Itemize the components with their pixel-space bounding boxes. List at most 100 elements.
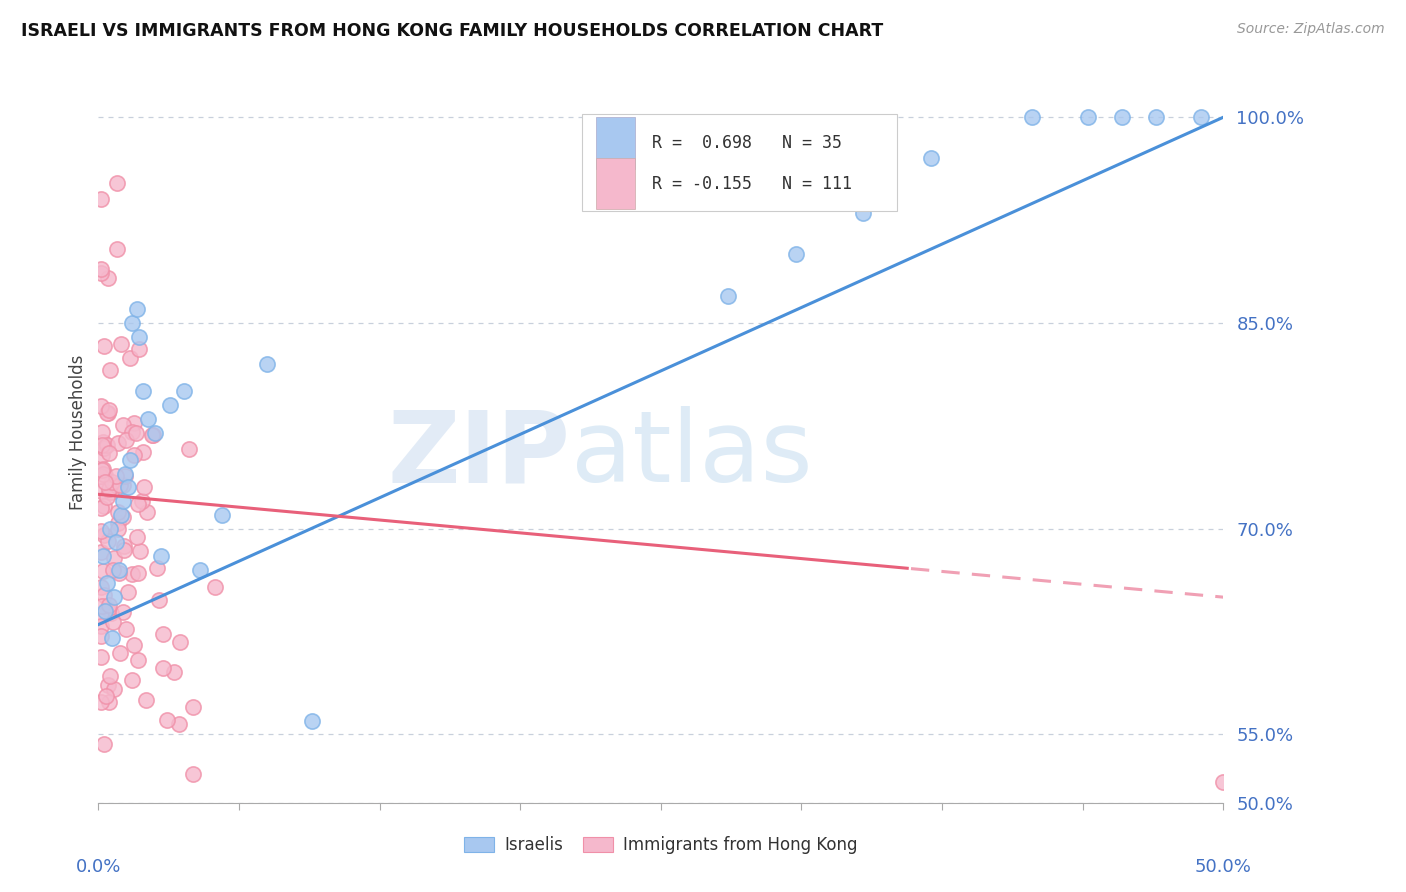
Point (112, 477, 135, 491)
Point (107, 563, 129, 577)
Point (256, 357, 278, 371)
Point (211, 508, 233, 522)
Point (93, 737, 115, 751)
Point (90, 266, 112, 280)
Point (100, 363, 122, 377)
Point (91, 435, 114, 450)
Point (179, 442, 201, 456)
Point (97, 602, 120, 616)
Point (90, 484, 112, 499)
Point (128, 342, 150, 356)
Point (103, 682, 125, 697)
Point (121, 316, 143, 330)
Point (103, 551, 125, 566)
Point (90, 628, 112, 642)
Point (127, 653, 149, 667)
Point (112, 605, 135, 619)
Point (118, 351, 141, 366)
Point (114, 469, 136, 483)
Point (121, 673, 143, 688)
Point (90, 437, 112, 451)
Point (104, 469, 127, 483)
Point (114, 433, 136, 447)
Point (93, 441, 115, 455)
Point (117, 480, 139, 494)
Point (111, 510, 134, 524)
Text: 0.0%: 0.0% (76, 857, 121, 876)
Point (105, 242, 128, 256)
Point (101, 563, 124, 577)
Point (90, 262, 112, 277)
Point (156, 713, 179, 727)
Point (90, 500, 112, 515)
Point (90, 695, 112, 709)
Point (117, 585, 139, 599)
Point (188, 563, 211, 577)
Point (91, 467, 114, 482)
Point (97, 406, 120, 420)
Point (91, 564, 114, 578)
Point (129, 544, 152, 558)
Point (97, 695, 120, 709)
Point (97, 534, 120, 549)
Point (94, 468, 117, 483)
Point (90, 463, 112, 477)
Point (105, 177, 128, 191)
Point (135, 505, 157, 519)
Point (100, 475, 122, 489)
Point (920, 152, 942, 166)
Text: atlas: atlas (571, 407, 813, 503)
Point (152, 661, 174, 675)
Point (96, 438, 118, 452)
Point (93, 499, 115, 513)
Point (110, 508, 132, 522)
Point (90, 399, 112, 413)
Text: Source: ZipAtlas.com: Source: ZipAtlas.com (1237, 22, 1385, 37)
Point (107, 436, 129, 450)
Point (108, 646, 131, 660)
Text: 50.0%: 50.0% (1195, 857, 1251, 876)
Point (97, 270, 120, 285)
Point (98, 482, 121, 496)
Point (142, 427, 165, 442)
Point (90, 580, 112, 594)
Point (98, 403, 121, 417)
Point (94, 475, 117, 489)
Point (121, 567, 143, 582)
Point (96, 490, 118, 504)
Text: ISRAELI VS IMMIGRANTS FROM HONG KONG FAMILY HOUSEHOLDS CORRELATION CHART: ISRAELI VS IMMIGRANTS FROM HONG KONG FAM… (21, 22, 883, 40)
Point (104, 478, 127, 492)
Point (181, 767, 204, 781)
Point (1111, 110, 1133, 124)
Point (101, 632, 124, 646)
Text: R = -0.155   N = 111: R = -0.155 N = 111 (652, 175, 852, 193)
Point (91, 549, 114, 563)
Point (90, 468, 112, 483)
Point (181, 699, 204, 714)
Point (96, 406, 118, 420)
Point (90, 650, 112, 665)
Point (1189, 110, 1212, 124)
Point (169, 635, 191, 649)
Point (110, 336, 132, 351)
Point (98, 522, 121, 536)
Point (159, 398, 181, 412)
Point (122, 416, 145, 430)
Point (90, 425, 112, 440)
Point (93, 588, 115, 602)
Point (131, 494, 153, 508)
Text: R =  0.698   N = 35: R = 0.698 N = 35 (652, 134, 842, 153)
Point (121, 425, 143, 439)
Point (114, 622, 136, 636)
Point (112, 539, 135, 553)
Point (163, 665, 186, 679)
Point (93, 462, 115, 476)
Point (132, 445, 155, 459)
Point (112, 542, 135, 557)
Point (204, 580, 226, 594)
Point (98, 598, 121, 612)
Point (108, 478, 131, 492)
Point (114, 467, 136, 481)
Point (112, 494, 135, 508)
Point (143, 425, 166, 440)
